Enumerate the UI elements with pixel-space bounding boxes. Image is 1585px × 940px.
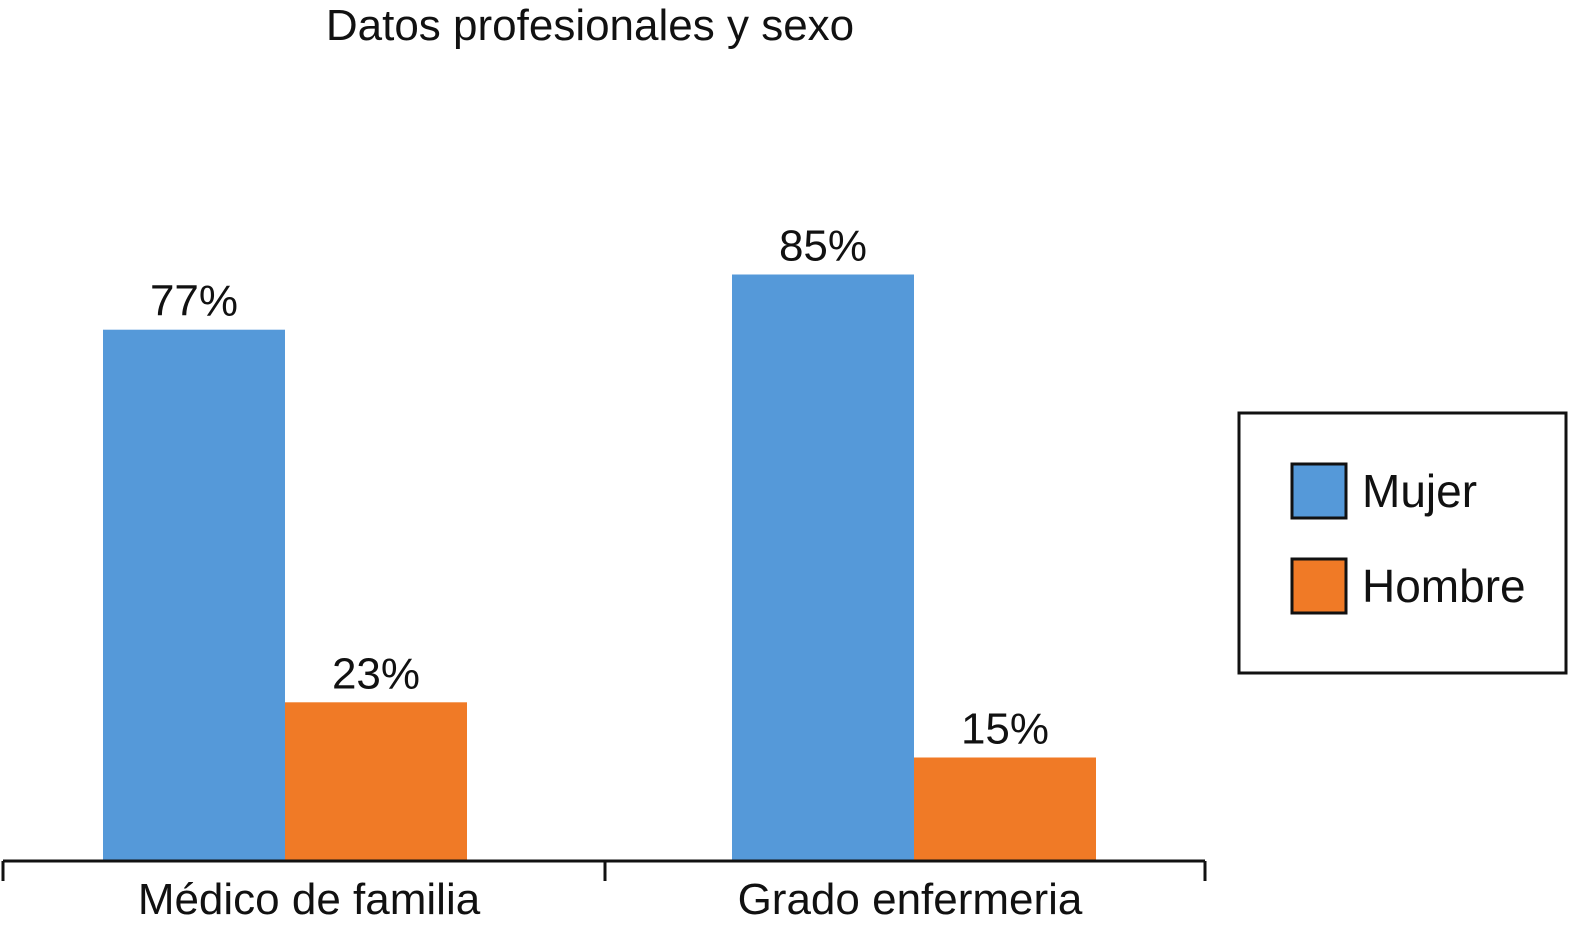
bar-mujer-grado-enfermeria: [732, 274, 914, 861]
chart-title: Datos profesionales y sexo: [326, 1, 854, 50]
data-label-hombre-medico-de-familia: 23%: [332, 649, 420, 698]
legend-label-hombre: Hombre: [1362, 560, 1526, 612]
legend-box: [1237, 411, 1568, 675]
legend: Mujer Hombre: [1237, 411, 1568, 675]
legend-swatch-mujer: [1290, 462, 1348, 520]
data-label-mujer-grado-enfermeria: 85%: [779, 222, 867, 271]
legend-label-mujer: Mujer: [1362, 465, 1477, 517]
bars-group: 77% 23% 85% 15%: [103, 222, 1096, 861]
x-tick-label-grado-enfermeria: Grado enfermeria: [738, 875, 1083, 924]
bar-mujer-medico-de-familia: [103, 329, 285, 861]
legend-swatch-hombre: [1290, 557, 1348, 615]
x-tick-label-medico-de-familia: Médico de familia: [138, 875, 481, 924]
data-label-hombre-grado-enfermeria: 15%: [961, 705, 1049, 754]
bar-hombre-grado-enfermeria: [914, 757, 1096, 861]
bar-hombre-medico-de-familia: [285, 702, 467, 861]
x-axis: Médico de familia Grado enfermeria: [1, 859, 1207, 924]
data-label-mujer-medico-de-familia: 77%: [150, 277, 238, 326]
